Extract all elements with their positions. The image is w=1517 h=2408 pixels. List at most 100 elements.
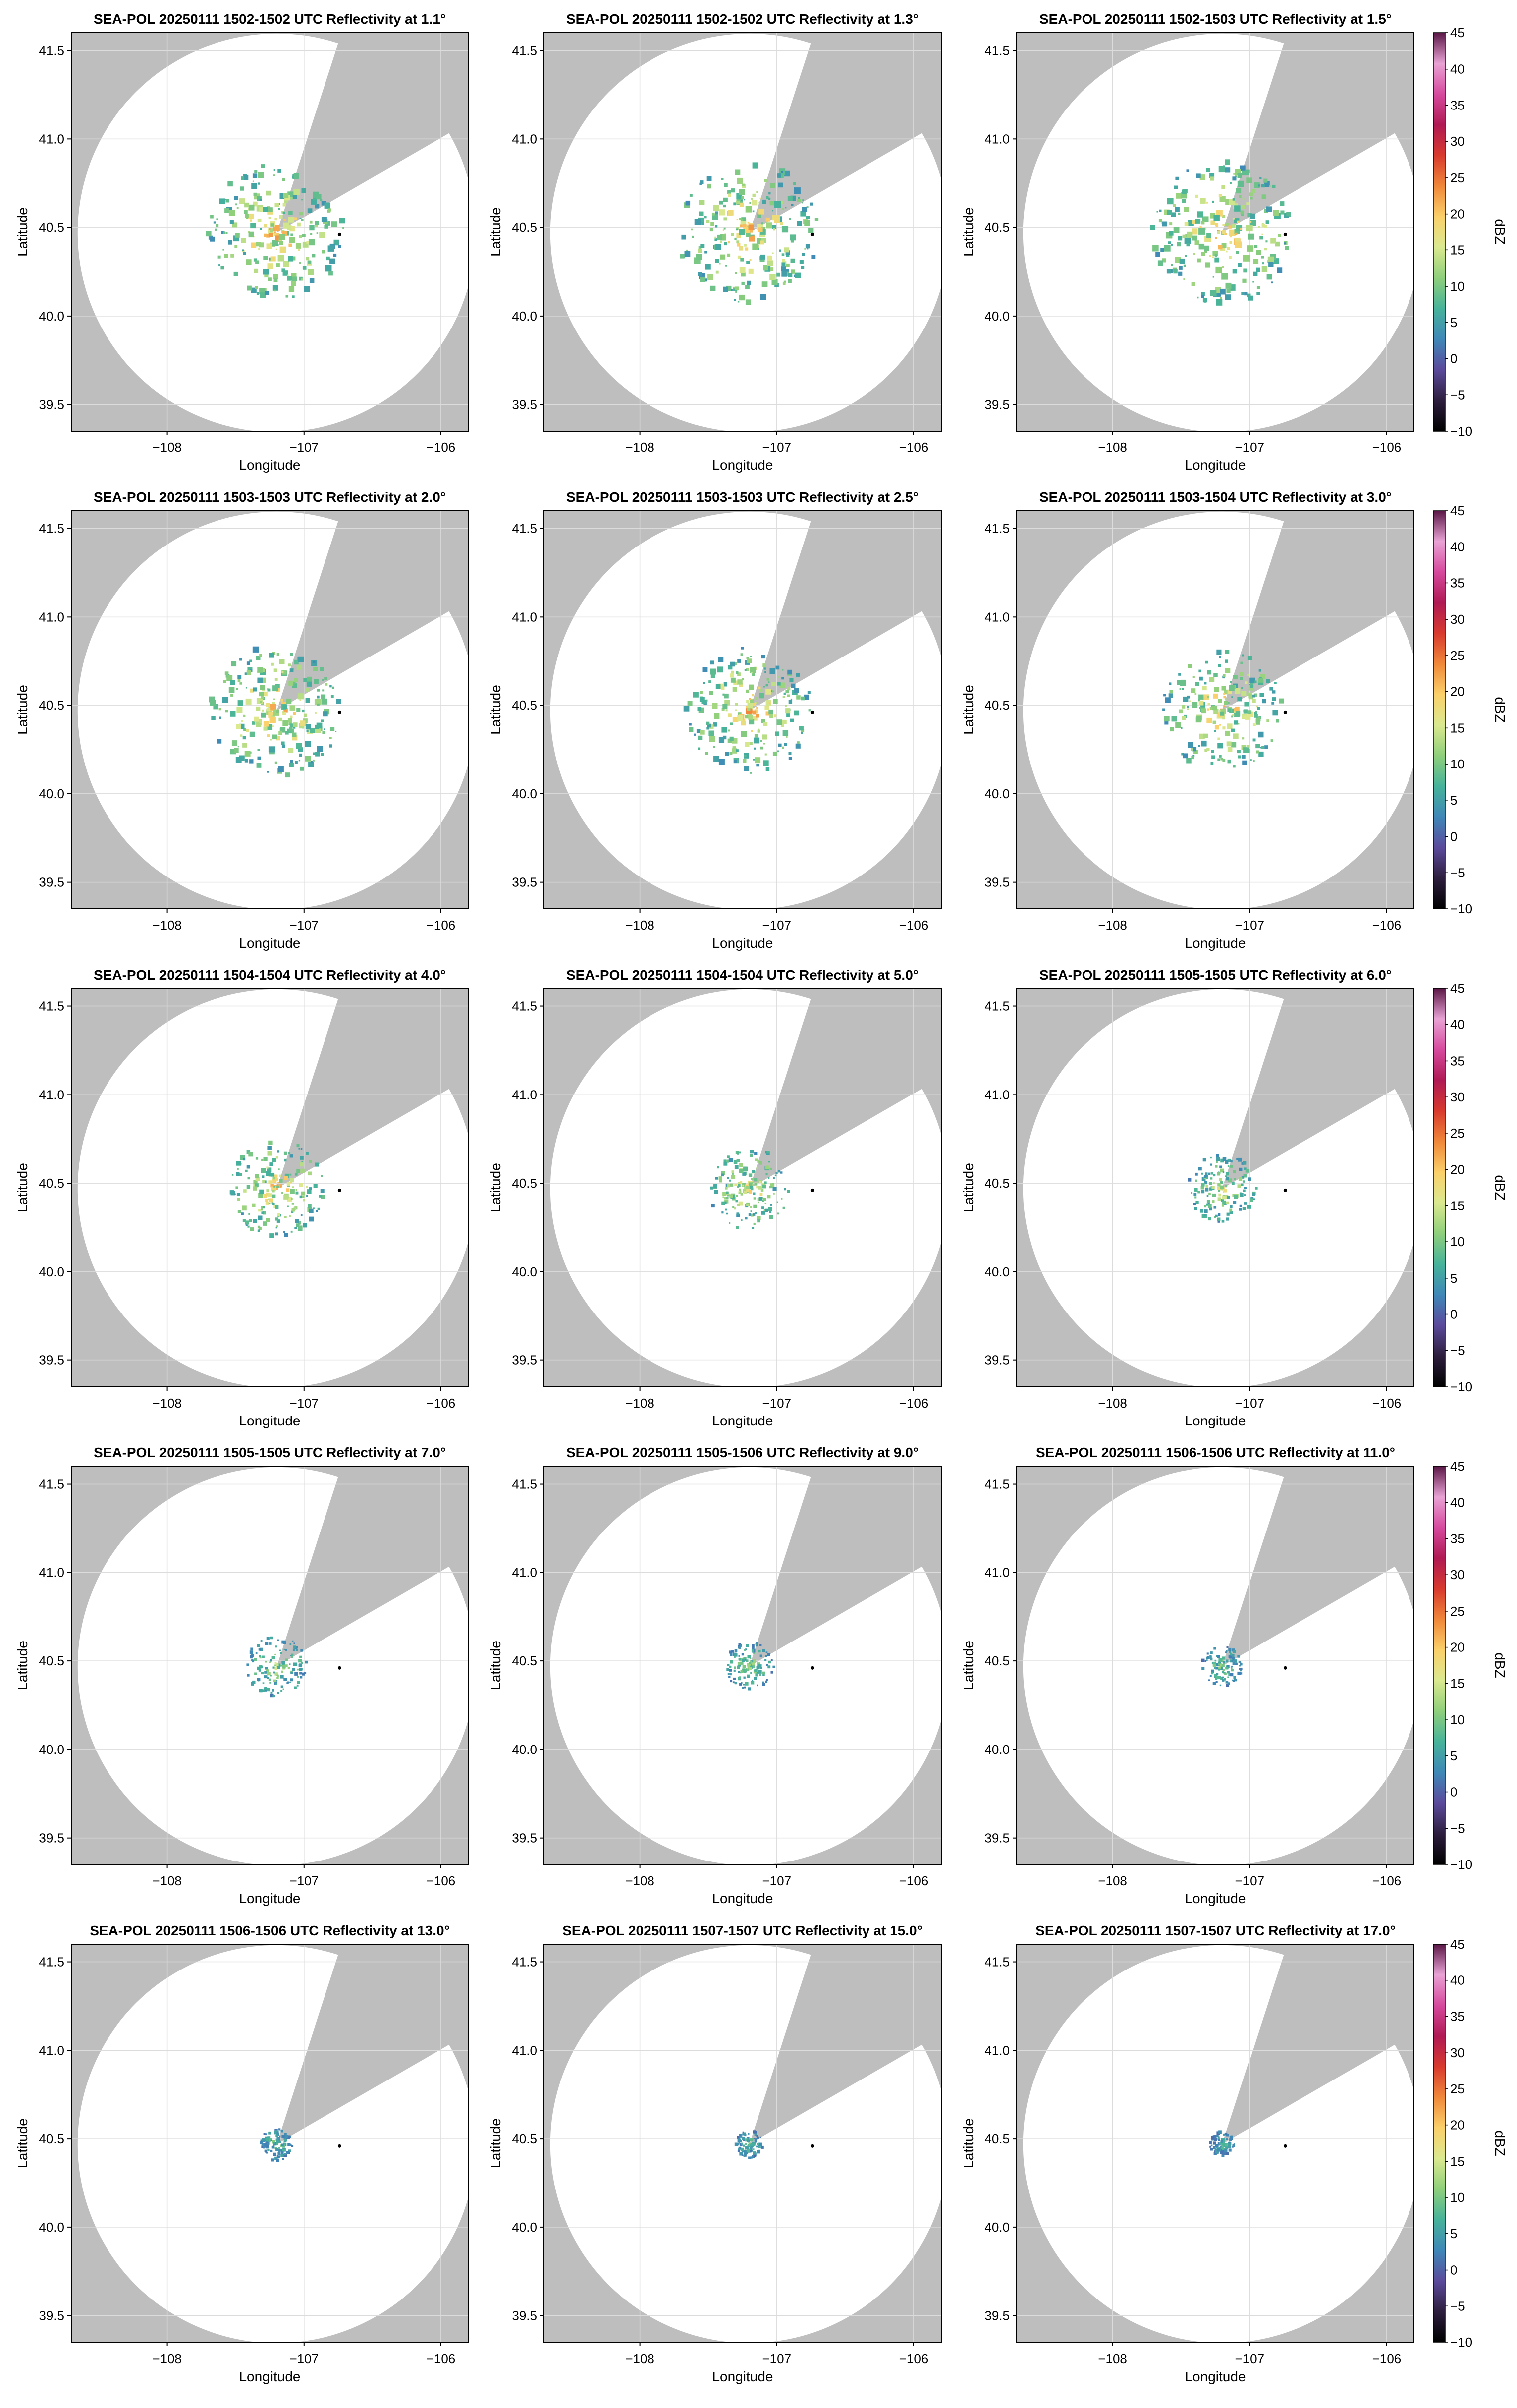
- echo-cell: [1204, 300, 1206, 303]
- echo-cell: [756, 2145, 758, 2148]
- echo-cell: [268, 1198, 270, 1200]
- colorbar-tick-label: 0: [1450, 829, 1457, 844]
- echo-cell: [698, 747, 701, 750]
- echo-cell: [263, 1194, 267, 1198]
- echo-cell: [1271, 702, 1275, 705]
- echo-cell: [739, 1163, 743, 1167]
- echo-cell: [1201, 1667, 1205, 1670]
- echo-cell: [735, 272, 737, 274]
- echo-cell: [306, 1185, 308, 1188]
- echo-cell: [1233, 1680, 1235, 1682]
- axis-xlabel: Longitude: [239, 935, 300, 951]
- echo-cell: [241, 720, 243, 722]
- echo-cell: [260, 2139, 263, 2142]
- echo-cell: [1197, 296, 1199, 299]
- echo-cell: [1225, 1175, 1227, 1177]
- echo-cell: [222, 697, 228, 703]
- echo-cell: [1193, 253, 1195, 255]
- echo-cell: [758, 1186, 762, 1190]
- echo-cell: [1169, 690, 1173, 694]
- echo-cell: [748, 2144, 750, 2146]
- echo-cell: [1177, 242, 1181, 247]
- echo-cell: [735, 169, 741, 175]
- echo-cell: [706, 727, 709, 730]
- echo-cell: [1227, 690, 1232, 694]
- echo-cell: [1239, 195, 1242, 198]
- panel-title: SEA-POL 20250111 1502-1502 UTC Reflectiv…: [566, 11, 919, 27]
- echo-cell: [737, 679, 743, 685]
- echo-cell: [694, 219, 701, 225]
- echo-cell: [303, 713, 307, 717]
- echo-cell: [762, 1184, 766, 1189]
- echo-cell: [754, 1152, 758, 1155]
- axis-ylabel: Latitude: [488, 2118, 503, 2168]
- echo-cell: [1209, 2141, 1212, 2144]
- echo-cell: [1211, 755, 1215, 759]
- echo-cell: [274, 1664, 276, 1666]
- echo-cell: [1191, 748, 1193, 751]
- echo-cell: [1231, 224, 1236, 228]
- echo-cell: [275, 1205, 279, 1209]
- x-tick-label: −107: [762, 440, 792, 455]
- echo-cell: [1210, 220, 1215, 225]
- echo-cell: [1228, 2148, 1232, 2152]
- echo-cell: [750, 772, 752, 774]
- echo-cell: [1228, 2142, 1232, 2145]
- echo-cell: [335, 731, 337, 732]
- echo-cell: [777, 1212, 779, 1215]
- echo-cell: [782, 282, 786, 285]
- echo-cell: [719, 209, 726, 216]
- echo-cell: [1196, 173, 1201, 178]
- echo-cell: [257, 1644, 260, 1647]
- echo-cell: [746, 1189, 750, 1193]
- echo-cell: [284, 2152, 286, 2155]
- axis-ylabel: Latitude: [488, 1641, 503, 1690]
- echo-cell: [1222, 759, 1226, 762]
- echo-cell: [280, 699, 283, 702]
- echo-cell: [1205, 1215, 1208, 1218]
- echo-cell: [305, 1660, 308, 1664]
- echo-cell: [1192, 235, 1197, 241]
- echo-cell: [252, 646, 259, 653]
- echo-cell: [1207, 696, 1209, 699]
- echo-cell: [793, 182, 796, 185]
- echo-cell: [274, 761, 277, 764]
- echo-cell: [1217, 1217, 1221, 1221]
- echo-cell: [751, 1665, 755, 1669]
- echo-cell: [1245, 681, 1248, 684]
- echo-cell: [248, 1152, 253, 1157]
- echo-cell: [282, 720, 288, 726]
- colorbar-tick-label: 5: [1450, 793, 1457, 808]
- axis-xlabel: Longitude: [712, 1413, 773, 1428]
- echo-cell: [738, 1676, 741, 1679]
- echo-cell: [301, 199, 303, 201]
- echo-cell: [278, 717, 282, 722]
- echo-cell: [725, 1208, 727, 1211]
- echo-cell: [266, 1189, 269, 1192]
- echo-cell: [299, 1663, 303, 1667]
- echo-cell: [309, 1208, 314, 1213]
- echo-cell: [315, 204, 320, 209]
- echo-cell: [744, 2132, 746, 2135]
- echo-cell: [727, 1664, 730, 1666]
- echo-cell: [1252, 1193, 1255, 1196]
- echo-cell: [253, 1186, 257, 1191]
- echo-cell: [291, 256, 296, 261]
- echo-cell: [1248, 1177, 1251, 1181]
- echo-cell: [787, 694, 790, 697]
- echo-cell: [1209, 1655, 1212, 1657]
- echo-cell: [733, 1677, 736, 1680]
- echo-cell: [789, 218, 791, 220]
- x-tick-label: −108: [625, 1873, 654, 1888]
- echo-cell: [683, 706, 690, 712]
- echo-cell: [773, 1177, 775, 1179]
- echo-cell: [291, 1640, 294, 1642]
- echo-cell: [300, 754, 302, 756]
- echo-cell: [243, 714, 246, 717]
- echo-cell: [323, 711, 328, 717]
- echo-cell: [1177, 680, 1182, 685]
- echo-cell: [732, 1173, 734, 1175]
- echo-cell: [736, 1212, 740, 1215]
- echo-cell: [273, 274, 278, 279]
- echo-cell: [287, 274, 289, 276]
